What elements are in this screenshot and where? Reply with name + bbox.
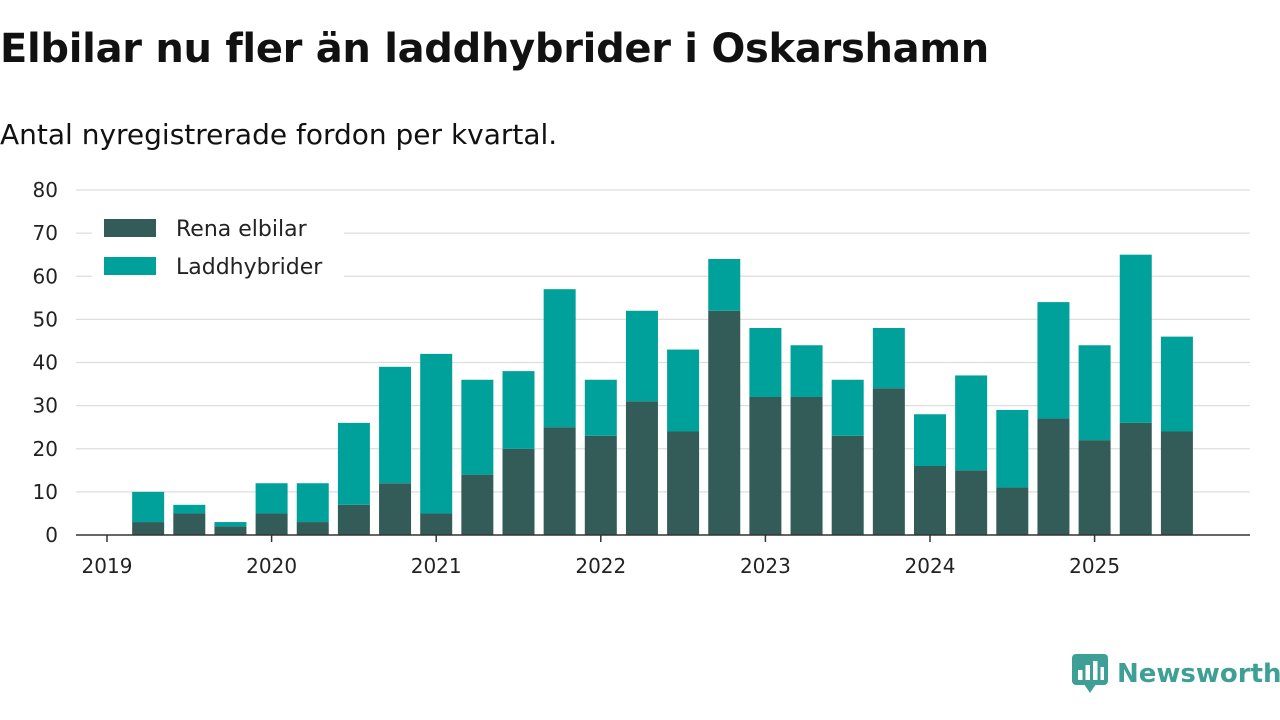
- legend-swatch: [104, 219, 156, 237]
- y-tick-label: 20: [33, 437, 58, 461]
- bar-rena-elbilar: [872, 388, 905, 535]
- bar-rena-elbilar: [173, 513, 206, 535]
- brand-name: Newsworthy: [1117, 659, 1280, 689]
- bar-rena-elbilar: [790, 397, 823, 535]
- bar-laddhybrider: [790, 345, 823, 397]
- bar-rena-elbilar: [296, 522, 329, 535]
- bar-laddhybrider: [749, 328, 782, 397]
- brand-logo: Newsworthy: [1072, 654, 1280, 694]
- chart-subtitle: Antal nyregistrerade fordon per kvartal.: [0, 118, 558, 151]
- bar-rena-elbilar: [749, 397, 782, 535]
- y-tick-label: 40: [33, 351, 58, 375]
- y-tick-label: 30: [33, 394, 58, 418]
- bar-rena-elbilar: [214, 526, 247, 535]
- bar-rena-elbilar: [255, 513, 288, 535]
- x-tick-label: 2024: [905, 554, 956, 578]
- bar-laddhybrider: [543, 289, 576, 428]
- bar-laddhybrider: [502, 371, 535, 449]
- bar-laddhybrider: [584, 379, 617, 436]
- y-tick-label: 10: [33, 480, 58, 504]
- bar-laddhybrider: [708, 259, 741, 311]
- bar-rena-elbilar: [831, 435, 864, 535]
- bar-rena-elbilar: [914, 466, 946, 535]
- bar-rena-elbilar: [708, 310, 741, 535]
- bar-rena-elbilar: [337, 504, 370, 535]
- bar-rena-elbilar: [667, 431, 700, 535]
- bar-laddhybrider: [1078, 345, 1111, 441]
- bar-rena-elbilar: [955, 470, 988, 535]
- bar-laddhybrider: [872, 328, 905, 389]
- bar-rena-elbilar: [1119, 422, 1152, 535]
- y-tick-label: 60: [33, 264, 58, 288]
- bar-rena-elbilar: [1078, 440, 1111, 535]
- bar-rena-elbilar: [996, 487, 1029, 535]
- x-tick-label: 2025: [1069, 554, 1120, 578]
- y-axis-ticks: 0 10 20 30 40 50 60 70 80: [33, 178, 58, 547]
- bar-rena-elbilar: [502, 448, 535, 535]
- bar-laddhybrider: [996, 409, 1029, 488]
- bar-laddhybrider: [955, 375, 988, 471]
- bar-rena-elbilar: [461, 474, 494, 535]
- bar-rena-elbilar: [1160, 431, 1193, 535]
- bar-laddhybrider: [173, 504, 206, 514]
- bar-laddhybrider: [132, 491, 165, 523]
- bar-laddhybrider: [214, 522, 247, 527]
- legend-label: Rena elbilar: [176, 217, 308, 242]
- legend-label: Laddhybrider: [176, 255, 323, 280]
- newsworthy-logo-icon: [1072, 654, 1108, 693]
- bar-rena-elbilar: [625, 401, 658, 535]
- bar-laddhybrider: [667, 349, 700, 432]
- bar-rena-elbilar: [1037, 418, 1070, 535]
- bar-laddhybrider: [255, 483, 288, 514]
- bar-laddhybrider: [1119, 254, 1152, 423]
- bar-rena-elbilar: [420, 513, 453, 535]
- bar-laddhybrider: [1037, 302, 1070, 419]
- bar-rena-elbilar: [543, 427, 576, 535]
- bar-rena-elbilar: [132, 522, 165, 535]
- legend-swatch: [104, 257, 156, 275]
- bar-rena-elbilar: [379, 483, 412, 535]
- y-tick-label: 0: [45, 523, 58, 547]
- chart-title: Elbilar nu fler än laddhybrider i Oskars…: [0, 26, 989, 72]
- bar-laddhybrider: [379, 366, 412, 484]
- bar-laddhybrider: [1160, 336, 1193, 432]
- x-tick-label: 2019: [82, 554, 133, 578]
- x-tick-label: 2023: [740, 554, 791, 578]
- x-axis-ticks: 2019 2020 2021 2022 2023 2024 2025: [82, 535, 1120, 578]
- bar-laddhybrider: [420, 353, 453, 514]
- bar-rena-elbilar: [584, 435, 617, 535]
- x-tick-label: 2020: [246, 554, 297, 578]
- bar-laddhybrider: [337, 422, 370, 505]
- bar-laddhybrider: [625, 310, 658, 402]
- legend: Rena elbilar Laddhybrider: [92, 203, 344, 288]
- bars: [132, 254, 1193, 535]
- y-tick-label: 70: [33, 221, 58, 245]
- bar-laddhybrider: [461, 379, 494, 475]
- bar-laddhybrider: [914, 414, 946, 466]
- y-tick-label: 80: [33, 178, 58, 202]
- x-tick-label: 2022: [575, 554, 626, 578]
- y-tick-label: 50: [33, 307, 58, 331]
- bar-laddhybrider: [831, 379, 864, 436]
- bar-laddhybrider: [296, 483, 329, 523]
- x-tick-label: 2021: [411, 554, 462, 578]
